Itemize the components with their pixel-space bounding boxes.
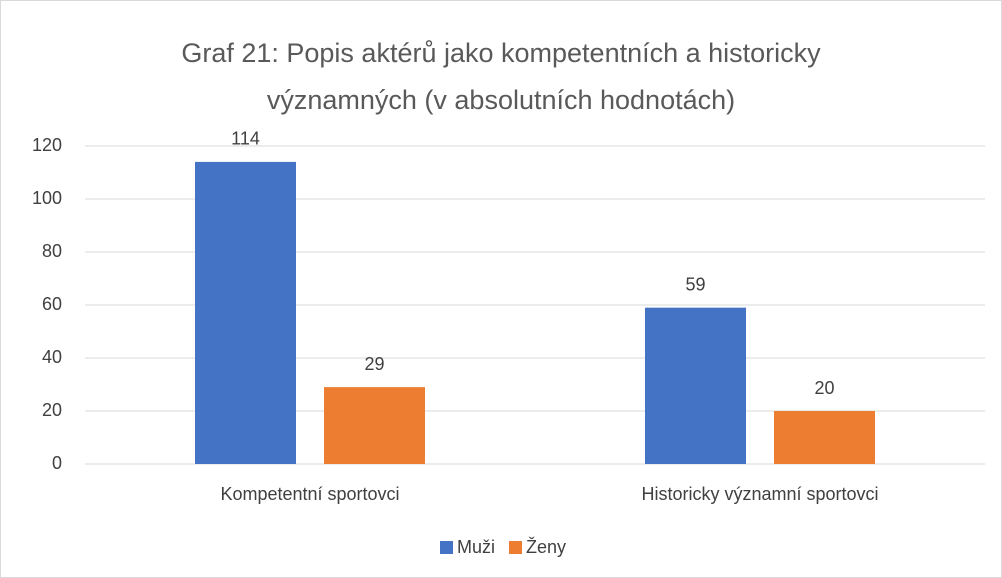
y-tick-label: 80 (42, 241, 62, 261)
bar (774, 411, 875, 464)
bar (195, 161, 296, 464)
data-label: 59 (685, 274, 705, 294)
legend-swatch (440, 541, 453, 554)
y-tick-label: 100 (32, 188, 62, 208)
bar (324, 387, 425, 464)
bar (645, 307, 746, 464)
x-tick-label: Kompetentní sportovci (220, 484, 399, 504)
y-tick-label: 20 (42, 400, 62, 420)
data-label: 114 (231, 129, 260, 149)
legend-label: Muži (457, 537, 495, 557)
y-tick-label: 40 (42, 347, 62, 367)
legend-swatch (509, 541, 523, 554)
data-label: 29 (364, 354, 384, 374)
chart-title: Graf 21: Popis aktérů jako kompetentních… (181, 38, 821, 115)
x-tick-label: Historicky významní sportovci (641, 484, 878, 504)
y-tick-label: 60 (42, 294, 62, 314)
y-tick-label: 0 (52, 453, 62, 473)
legend-label: Ženy (526, 537, 566, 557)
y-tick-label: 120 (32, 135, 62, 155)
data-label: 20 (814, 378, 834, 398)
